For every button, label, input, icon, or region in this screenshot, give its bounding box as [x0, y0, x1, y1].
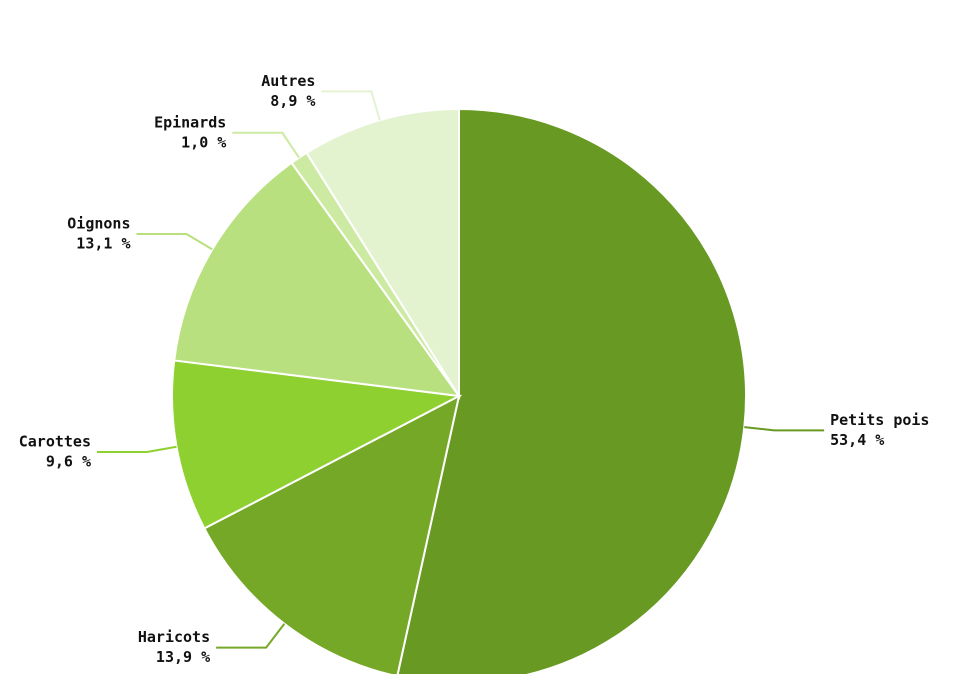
slice-value: 1,0 %	[181, 133, 226, 151]
leader-line	[321, 90, 381, 121]
leader-line	[216, 623, 286, 649]
pie-slice	[396, 107, 747, 674]
slice-value: 9,6 %	[46, 453, 91, 471]
pie-slice	[171, 359, 463, 530]
slice-label: Epinards	[154, 113, 226, 131]
slice-label: Petits pois	[830, 411, 929, 429]
slice-label: Carottes	[19, 433, 91, 451]
pie-slice	[173, 161, 462, 398]
slice-value: 13,1 %	[76, 235, 130, 253]
slice-label: Haricots	[138, 628, 210, 646]
slice-value: 8,9 %	[270, 92, 315, 110]
leader-line	[744, 426, 825, 432]
slice-value: 53,4 %	[830, 431, 884, 449]
slice-label: Autres	[261, 72, 315, 90]
leader-line	[136, 233, 213, 251]
slice-label: Oignons	[67, 215, 130, 233]
leader-line	[96, 445, 177, 454]
leader-line	[232, 131, 300, 159]
slice-value: 13,9 %	[156, 648, 210, 666]
pie-slice	[305, 107, 460, 400]
